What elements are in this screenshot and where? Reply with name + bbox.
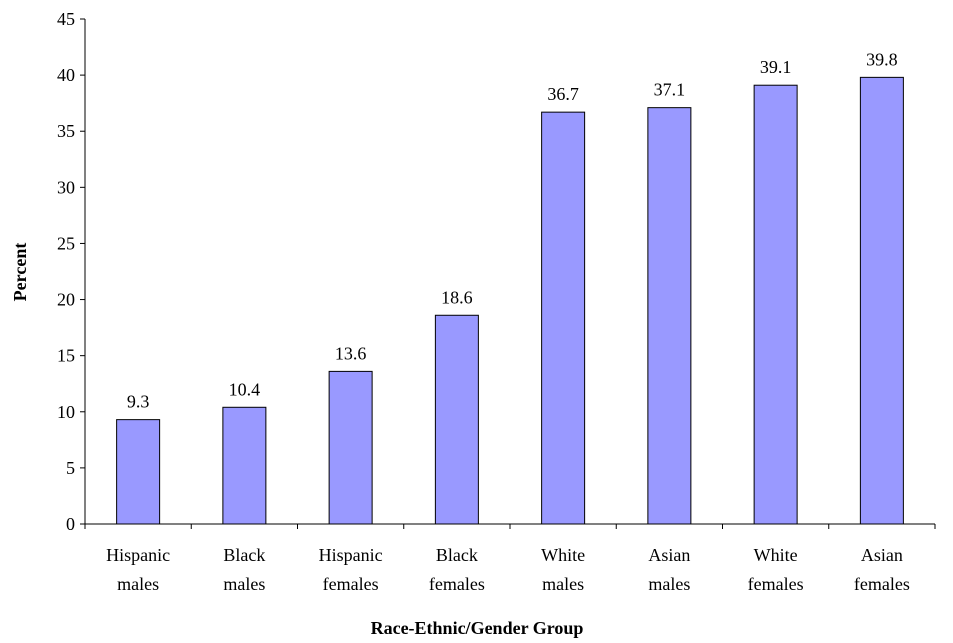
y-tick-label: 45 [57,9,75,29]
x-tick-label: White [754,545,798,565]
x-tick-label: Asian [648,545,690,565]
data-label: 9.3 [127,392,150,412]
y-tick-label: 40 [57,65,75,85]
bar [753,84,798,525]
y-tick-label: 5 [66,458,75,478]
y-tick-label: 30 [57,177,75,197]
x-tick-label: White [541,545,585,565]
x-tick-label: males [117,574,159,594]
y-tick-label: 0 [66,514,75,534]
x-tick-label: Black [436,545,478,565]
bar [434,314,479,525]
y-tick-label: 20 [57,290,75,310]
x-tick-label: females [323,574,379,594]
data-label: 39.1 [760,57,792,77]
x-tick-label: females [854,574,910,594]
data-label: 37.1 [654,80,686,100]
plot-area: 0 5 10 15 20 25 30 35 40 45 9.3 Hispanic males 10.4 Bl… [57,9,936,594]
bar [116,419,161,525]
data-label: 13.6 [335,343,367,363]
y-tick-label: 15 [57,346,75,366]
x-tick-label: males [223,574,265,594]
y-tick-label: 10 [57,402,75,422]
x-tick-label: females [748,574,804,594]
data-label: 39.8 [866,49,898,69]
x-tick-label: Hispanic [319,545,383,565]
x-tick-label: Black [223,545,265,565]
data-label: 10.4 [229,379,261,399]
x-axis-title: Race-Ethnic/Gender Group [371,618,584,638]
bar [328,370,373,525]
x-tick-label: Asian [861,545,903,565]
x-tick-label: Hispanic [106,545,170,565]
data-label: 18.6 [441,287,473,307]
data-label: 36.7 [547,84,579,104]
bar [541,111,586,525]
bar [647,107,692,525]
x-tick-label: males [542,574,584,594]
x-tick-label: males [648,574,690,594]
y-tick-label: 35 [57,121,75,141]
y-axis-title: Percent [10,243,30,302]
x-tick-label: females [429,574,485,594]
bar [222,406,267,525]
y-tick-label: 25 [57,233,75,253]
bar [859,76,904,525]
